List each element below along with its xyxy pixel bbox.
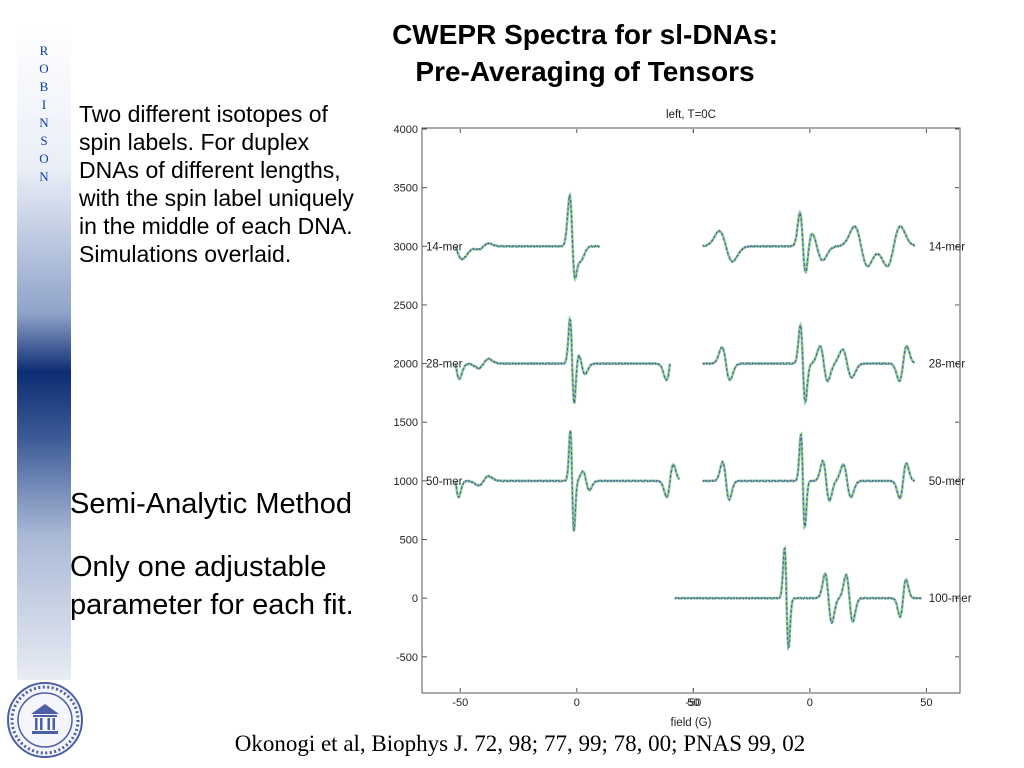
- y-tick-label: 4000: [394, 124, 418, 136]
- experiment-trace: [455, 430, 680, 532]
- spectrum-label: 28-mer: [426, 359, 463, 371]
- x-tick-label: -50: [685, 697, 701, 709]
- experiment-trace: [674, 547, 923, 648]
- x-tick-label: 0: [574, 697, 580, 709]
- slide-title: CWEPR Spectra for sl-DNAs: Pre-Averaging…: [250, 16, 920, 90]
- y-tick-label: 3500: [394, 183, 418, 195]
- spectrum-label: 28-mer: [929, 359, 966, 371]
- side-letter: N: [39, 169, 49, 184]
- method-note: Only one adjustable parameter for each f…: [70, 551, 354, 621]
- x-tick-label: 50: [920, 697, 932, 709]
- university-seal-icon: [7, 682, 83, 758]
- x-axis-ticks: -50 0 50-50 0 50: [452, 129, 932, 709]
- x-axis-label: field (G): [671, 717, 712, 729]
- spectrum-labels: 14-mer 28-mer 50-mer 14-mer 28-mer 50-mer 100-…: [426, 241, 972, 605]
- plot-frame: [421, 127, 961, 694]
- y-axis-ticks: 4000 3500 3000 2500 2000 1500 1000 500 0 -500: [394, 124, 959, 664]
- side-letter: B: [39, 79, 49, 94]
- side-letter: I: [41, 97, 47, 112]
- side-banner: R O B I N S O N: [17, 25, 71, 680]
- side-letter: N: [39, 115, 49, 130]
- experiment-trace: [702, 323, 915, 403]
- side-letter: O: [39, 61, 49, 76]
- x-tick-label: 50: [687, 697, 699, 709]
- citation: Okonogi et al, Biophys J. 72, 98; 77, 99…: [234, 731, 806, 756]
- y-tick-label: 1500: [394, 417, 418, 429]
- description-text: Two different isotopes of spin labels. F…: [79, 101, 354, 267]
- epr-spectra-chart: left, T=0C field (G) 4000 3500 3000 2500 200…: [394, 109, 972, 729]
- side-letter: O: [39, 151, 49, 166]
- y-tick-label: 0: [412, 593, 418, 605]
- side-letter: S: [40, 133, 48, 148]
- experiment-trace: [702, 433, 916, 528]
- spectrum-label: 50-mer: [929, 476, 966, 488]
- spectrum-label: 14-mer: [929, 241, 966, 253]
- spectrum-label: 100-mer: [929, 593, 972, 605]
- side-letter: R: [39, 43, 49, 58]
- spectra-traces: [454, 191, 923, 652]
- spectrum-label: 14-mer: [426, 241, 463, 253]
- spectrum-label: 50-mer: [426, 476, 463, 488]
- y-tick-label: 3000: [394, 241, 418, 253]
- y-tick-label: 2500: [394, 300, 418, 312]
- title-line-1: CWEPR Spectra for sl-DNAs:: [392, 19, 778, 50]
- x-tick-label: -50: [452, 697, 468, 709]
- x-tick-label: 0: [807, 697, 813, 709]
- experiment-trace: [702, 211, 916, 273]
- y-tick-label: 2000: [394, 359, 418, 371]
- method-heading: Semi-Analytic Method: [70, 488, 353, 520]
- chart-title: left, T=0C: [666, 109, 716, 121]
- y-tick-label: 1000: [394, 476, 418, 488]
- experiment-trace: [455, 318, 671, 405]
- y-tick-label: -500: [396, 652, 418, 664]
- experiment-trace: [455, 194, 601, 280]
- title-line-2: Pre-Averaging of Tensors: [415, 56, 755, 87]
- robinson-vertical-text: R O B I N S O N: [17, 42, 71, 186]
- y-tick-label: 500: [400, 535, 418, 547]
